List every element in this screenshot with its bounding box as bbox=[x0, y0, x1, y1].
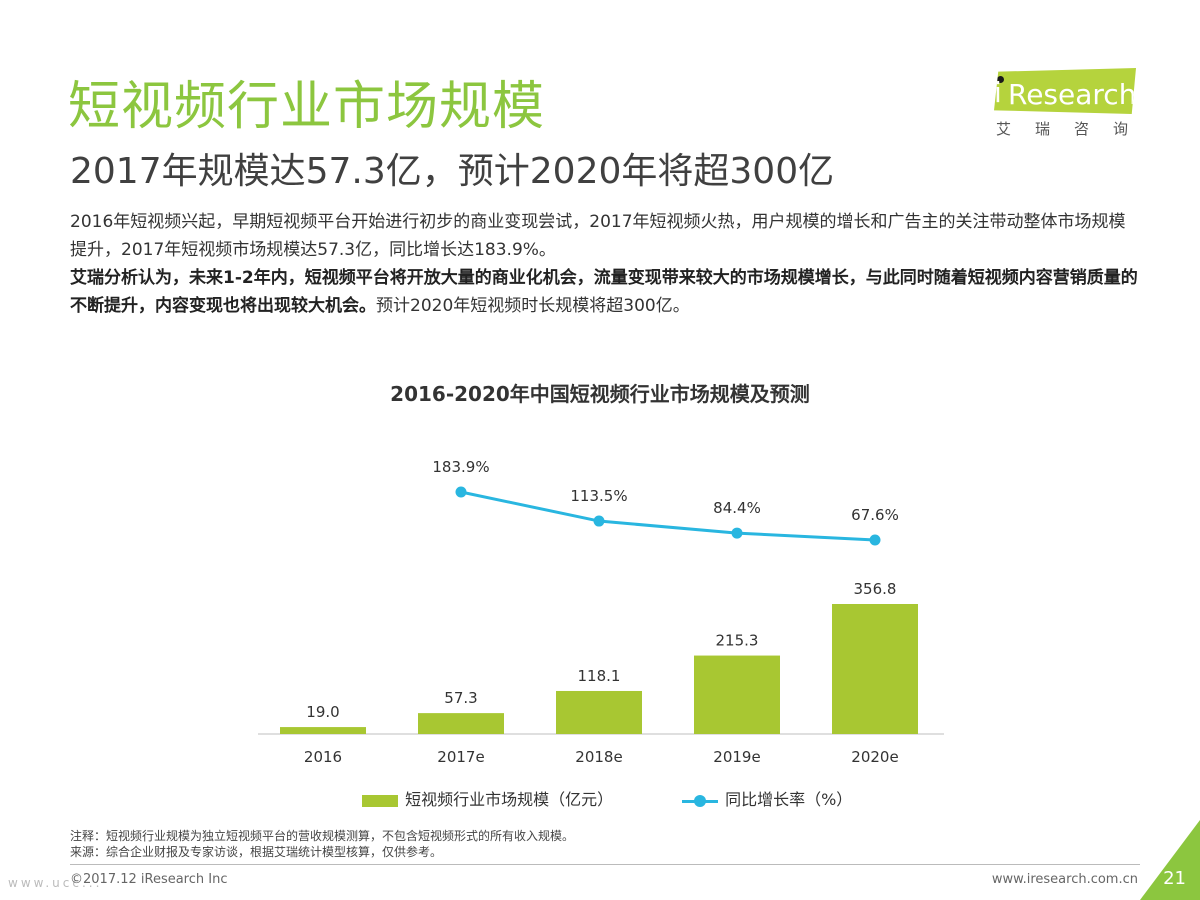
legend-bar-series: 短视频行业市场规模（亿元） bbox=[362, 786, 613, 810]
paragraph-2-bold: 艾瑞分析认为，未来1-2年内，短视频平台将开放大量的商业化机会，流量变现带来较大… bbox=[70, 268, 1138, 316]
bar-value-label: 118.1 bbox=[578, 667, 621, 685]
bar-2016 bbox=[280, 727, 366, 734]
logo-brand-i: i bbox=[994, 76, 1002, 109]
page-title: 短视频行业市场规模 bbox=[68, 77, 546, 137]
logo-chinese-text: 艾瑞咨询 bbox=[996, 120, 1153, 138]
bar-2018e bbox=[556, 690, 642, 734]
bar-2020e bbox=[832, 604, 918, 734]
legend-bar-swatch bbox=[362, 794, 398, 807]
x-tick-label: 2016 bbox=[304, 748, 342, 766]
growth-rate-label: 67.6% bbox=[851, 506, 899, 524]
page-number: 21 bbox=[1163, 868, 1186, 889]
growth-rate-line bbox=[460, 490, 876, 542]
growth-rate-point bbox=[869, 534, 881, 546]
logo-badge: i Research bbox=[994, 68, 1136, 114]
growth-rate-label: 113.5% bbox=[570, 487, 627, 505]
legend-bar-label: 短视频行业市场规模（亿元） bbox=[405, 790, 614, 809]
market-size-chart: 19.0 2016 57.3 2017e 118.1 2018e 215.3 2019e 356… bbox=[258, 458, 944, 766]
growth-rate-label: 183.9% bbox=[432, 458, 489, 476]
bar-value-label: 215.3 bbox=[716, 632, 759, 650]
bar-2019e bbox=[694, 655, 780, 734]
growth-rate-point bbox=[731, 527, 743, 539]
x-tick-label: 2017e bbox=[437, 748, 484, 766]
note-text: 注释：短视频行业规模为独立短视频平台的营收规模测算，不包含短视频形式的所有收入规… bbox=[70, 829, 575, 843]
source-text: 来源：综合企业财报及专家访谈，根据艾瑞统计模型核算，仅供参考。 bbox=[70, 845, 443, 859]
notes-block: 注释：短视频行业规模为独立短视频平台的营收规模测算，不包含短视频形式的所有收入规… bbox=[70, 828, 574, 860]
x-tick-label: 2019e bbox=[713, 748, 760, 766]
bar-value-label: 19.0 bbox=[306, 703, 339, 721]
paragraph-2-normal: 预计2020年短视频时长规模将超300亿。 bbox=[376, 296, 690, 316]
watermark-text: www.ucc... bbox=[8, 876, 103, 890]
iresearch-logo: i Research 艾瑞咨询 bbox=[990, 62, 1140, 142]
growth-rate-point bbox=[455, 486, 467, 498]
legend-line-label: 同比增长率（%） bbox=[725, 790, 853, 809]
description-text: 2016年短视频兴起，早期短视频平台开始进行初步的商业变现尝试，2017年短视频… bbox=[70, 208, 1140, 320]
copyright-text: ©2017.12 iResearch Inc bbox=[70, 872, 228, 887]
x-tick-label: 2018e bbox=[575, 748, 622, 766]
website-link[interactable]: www.iresearch.com.cn bbox=[991, 872, 1138, 887]
logo-brand-text: Research bbox=[1008, 78, 1137, 111]
growth-rate-label: 84.4% bbox=[713, 499, 761, 517]
logo-dot-icon bbox=[997, 76, 1004, 83]
bar-value-label: 356.8 bbox=[854, 580, 897, 598]
paragraph-1: 2016年短视频兴起，早期短视频平台开始进行初步的商业变现尝试，2017年短视频… bbox=[70, 212, 1126, 260]
footer-divider bbox=[70, 864, 1140, 865]
bar-2017e bbox=[418, 713, 504, 734]
legend-line-swatch bbox=[682, 794, 718, 807]
bar-value-label: 57.3 bbox=[444, 689, 477, 707]
chart-title: 2016-2020年中国短视频行业市场规模及预测 bbox=[390, 382, 810, 406]
page-subtitle: 2017年规模达57.3亿，预计2020年将超300亿 bbox=[70, 151, 835, 192]
legend-line-series: 同比增长率（%） bbox=[682, 786, 852, 810]
x-tick-label: 2020e bbox=[851, 748, 898, 766]
growth-rate-point bbox=[593, 515, 605, 527]
